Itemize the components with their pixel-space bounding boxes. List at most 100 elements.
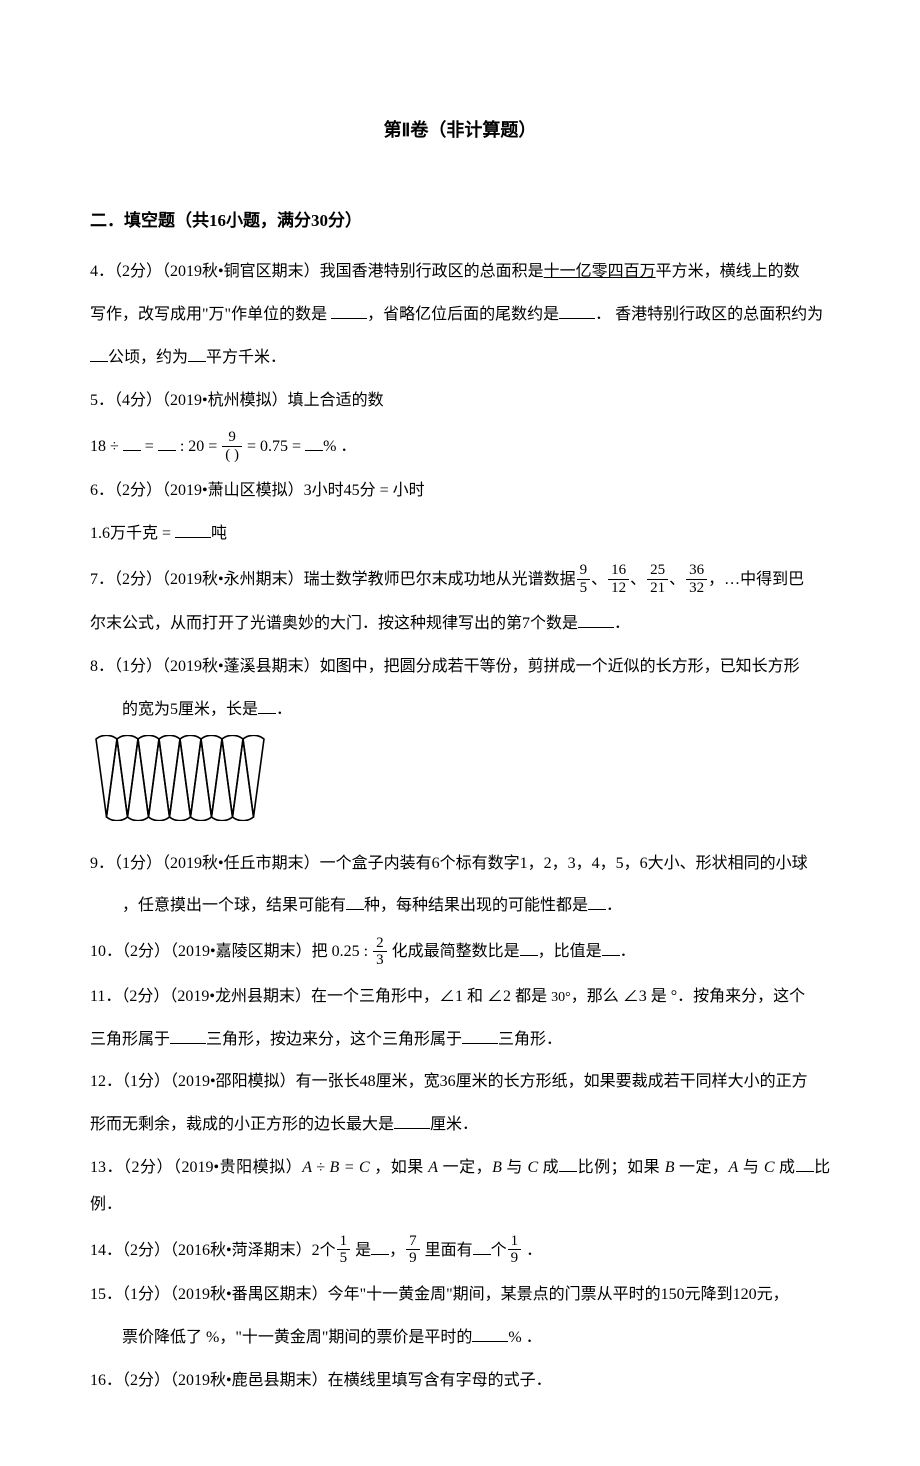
var-c: C — [527, 1159, 538, 1176]
q14-e: 个 — [491, 1242, 507, 1259]
frac-den: 3 — [373, 952, 387, 969]
fraction: 95 — [577, 562, 591, 596]
wedge-figure — [90, 735, 830, 836]
question-12-line2: 形而无剩余，裁成的小正方形的边长最大是 厘米． — [90, 1107, 830, 1144]
blank — [520, 942, 538, 956]
blank — [473, 1240, 491, 1254]
q13-e: 成 — [543, 1159, 560, 1176]
question-6: 6．（2分）（2019•萧山区模拟）3小时45分 = 小时 — [90, 473, 830, 510]
fraction: 1612 — [608, 562, 629, 596]
section-title: 第Ⅱ卷（非计算题） — [90, 110, 830, 151]
q13-h: 与 — [743, 1159, 760, 1176]
blank — [559, 305, 595, 319]
blank — [796, 1158, 814, 1172]
q6-l2a: 1.6万千克 = — [90, 525, 175, 542]
q11-l2c: 三角形． — [498, 1031, 562, 1048]
sep: 、 — [669, 571, 685, 588]
blank — [123, 436, 141, 450]
q8-l2a: 的宽为5厘米，长是 — [122, 701, 258, 718]
q13-g: 一定， — [679, 1159, 729, 1176]
blank — [158, 436, 176, 450]
blank — [258, 700, 276, 714]
frac-den: 5 — [337, 1250, 351, 1267]
blank — [170, 1029, 206, 1043]
q11-l2b: 三角形，按边来分，这个三角形属于 — [206, 1031, 462, 1048]
q7-l2b: ． — [614, 615, 630, 632]
fraction: 9( ) — [222, 429, 242, 463]
q11-c: ，那么 — [571, 988, 619, 1005]
q14-f: ． — [526, 1242, 542, 1259]
q4-l2b: ，省略亿位后面的尾数约是 — [367, 306, 559, 323]
q5-e: % ． — [323, 438, 356, 455]
var-a: A — [428, 1159, 438, 1176]
blank — [305, 436, 323, 450]
q11-e: °．按角来分，这个 — [671, 988, 805, 1005]
frac-num: 9 — [577, 562, 591, 580]
q9-l2a: ，任意摸出一个球，结果可能有 — [122, 897, 346, 914]
angle-2: ∠2 — [487, 988, 511, 1005]
q4-underlined: 十一亿零四百万 — [544, 263, 656, 280]
question-5-eq: 18 ÷ = : 20 = 9( ) = 0.75 = % ． — [90, 426, 830, 468]
fraction: 15 — [337, 1233, 351, 1267]
fraction: 19 — [508, 1233, 522, 1267]
question-4-line2: 写作，改写成用"万"作单位的数是 ，省略亿位后面的尾数约是 ． 香港特别行政区的总… — [90, 297, 830, 334]
q11-d: 是 — [651, 988, 667, 1005]
q15-l2c: % ． — [508, 1329, 541, 1346]
q7-l2a: 尔末公式，从而打开了光谱奥妙的大门．按这种规律写出的第7个数是 — [90, 615, 578, 632]
question-11-line2: 三角形属于三角形，按边来分，这个三角形属于三角形． — [90, 1022, 830, 1059]
q4-l2c: ． 香港特别行政区的总面积约为 — [595, 306, 823, 323]
q4-l2a: 写作，改写成用"万"作单位的数是 — [90, 306, 331, 323]
subsection-heading: 二．填空题（共16小题，满分30分） — [90, 201, 830, 240]
q5-c: : 20 = — [176, 438, 221, 455]
q13-a: 13．（2分）（2019•贵阳模拟） — [90, 1159, 302, 1176]
var-b2: B — [665, 1159, 675, 1176]
question-9-line2: ，任意摸出一个球，结果可能有种，每种结果出现的可能性都是． — [90, 888, 830, 925]
frac-den: ( ) — [222, 447, 242, 464]
sep: 、 — [591, 571, 607, 588]
question-8-line2: 的宽为5厘米，长是． — [90, 692, 830, 729]
fraction: 79 — [406, 1233, 420, 1267]
question-10: 10．（2分）（2019•嘉陵区期末）把 0.25 : 23 化成最简整数比是，… — [90, 931, 830, 973]
q14-b: 是 — [355, 1242, 371, 1259]
frac-den: 12 — [608, 580, 629, 597]
eq-abc: A ÷ B = C — [302, 1159, 370, 1176]
frac-den: 32 — [686, 580, 707, 597]
frac-num: 2 — [373, 935, 387, 953]
fraction: 2521 — [647, 562, 668, 596]
var-c2: C — [764, 1159, 775, 1176]
question-7-line2: 尔末公式，从而打开了光谱奥妙的大门．按这种规律写出的第7个数是 ． — [90, 606, 830, 643]
frac-num: 36 — [686, 562, 707, 580]
question-15-line2: 票价降低了 %，"十一黄金周"期间的票价是平时的% ． — [90, 1320, 830, 1357]
q5-d: = 0.75 = — [243, 438, 305, 455]
question-6-line2: 1.6万千克 = 吨 — [90, 516, 830, 553]
frac-num: 1 — [337, 1233, 351, 1251]
q12-l2b: 厘米． — [430, 1116, 478, 1133]
q14-c: ， — [389, 1242, 405, 1259]
question-13: 13．（2分）（2019•贵阳模拟）A ÷ B = C ，如果 A 一定，B 与… — [90, 1150, 830, 1224]
question-16: 16．（2分）（2019秋•鹿邑县期末）在横线里填写含有字母的式子． — [90, 1363, 830, 1400]
q4-l3b: 平方千米． — [206, 349, 286, 366]
q13-i: 成 — [779, 1159, 796, 1176]
q13-d: 与 — [506, 1159, 523, 1176]
question-5: 5．（4分）（2019•杭州模拟）填上合适的数 — [90, 383, 830, 420]
blank — [90, 348, 108, 362]
q10-c: ，比值是 — [538, 943, 602, 960]
q6-a: 6．（2分）（2019•萧山区模拟）3小时45分 = — [90, 482, 389, 499]
angle-1: ∠1 — [439, 988, 463, 1005]
blank — [331, 305, 367, 319]
q12-l2a: 形而无剩余，裁成的小正方形的边长最大是 — [90, 1116, 394, 1133]
q6-l2b: 吨 — [211, 525, 227, 542]
blank — [188, 348, 206, 362]
q13-c: 一定， — [443, 1159, 493, 1176]
q11-b: 都是 — [515, 988, 547, 1005]
blank — [371, 1240, 389, 1254]
frac-den: 5 — [577, 580, 591, 597]
frac-den: 21 — [647, 580, 668, 597]
q13-b: ，如果 — [374, 1159, 424, 1176]
q9-l2c: ． — [606, 897, 622, 914]
q6-b: 小时 — [393, 482, 425, 499]
q11-and: 和 — [467, 988, 483, 1005]
frac-num: 25 — [647, 562, 668, 580]
frac-den: 9 — [406, 1250, 420, 1267]
blank — [588, 896, 606, 910]
